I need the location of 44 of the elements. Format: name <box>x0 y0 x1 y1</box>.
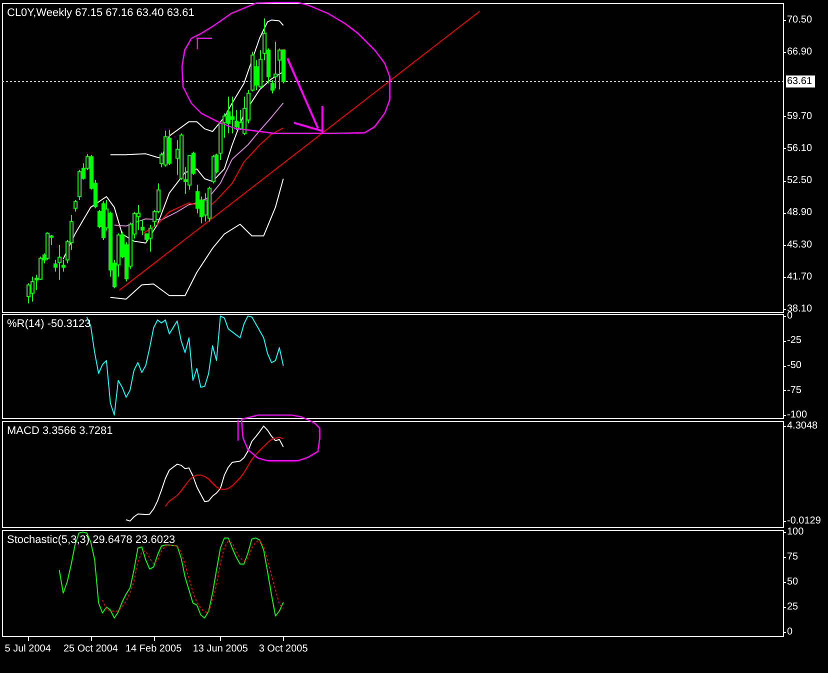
y-tick-label: 0 <box>787 310 793 322</box>
y-tick-label: -25 <box>787 335 802 346</box>
line-series <box>114 102 284 227</box>
y-tick-label: 66.90 <box>787 46 812 58</box>
y-tick-label: 4.3048 <box>787 420 818 432</box>
chart-title: %R(14) -50.3123 <box>7 318 91 330</box>
y-tick-label: 70.50 <box>787 14 812 26</box>
x-tick-label: 13 Jun 2005 <box>192 644 248 654</box>
y-tick-label: 0 <box>787 626 793 638</box>
y-tick-label: 45.30 <box>787 239 812 250</box>
line-series <box>141 127 284 235</box>
y-tick-label: 48.90 <box>787 207 812 218</box>
line-series <box>110 178 284 300</box>
line-series <box>164 436 284 508</box>
x-tick-label: 25 Oct 2004 <box>63 644 118 654</box>
y-tick-label: 75 <box>787 552 799 562</box>
y-tick-label: 59.70 <box>787 110 812 122</box>
candlestick <box>148 224 152 252</box>
y-tick-label: 56.10 <box>787 142 812 154</box>
candlestick <box>274 41 278 89</box>
y-tick-label: -0.0129 <box>787 516 822 527</box>
ref-line-label: 63.61 <box>787 76 812 87</box>
x-tick-label: 14 Feb 2005 <box>126 644 182 654</box>
y-tick-label: 50 <box>787 576 799 588</box>
chart-title: MACD 3.3566 3.7281 <box>7 425 113 437</box>
y-tick-label: 25 <box>787 602 799 612</box>
y-tick-label: -100 <box>787 410 808 421</box>
chart-title: CL0Y,Weekly 67.15 67.16 63.40 63.61 <box>7 7 194 19</box>
candlestick <box>30 276 34 302</box>
candlestick <box>58 244 62 280</box>
candlestick <box>226 96 230 134</box>
candlestick <box>136 204 140 230</box>
y-tick-label: 41.70 <box>787 271 812 282</box>
y-tick-label: -50 <box>787 360 802 372</box>
x-tick-label: 5 Jul 2004 <box>4 644 52 654</box>
y-tick-label: 52.50 <box>787 175 812 186</box>
y-tick-label: 100 <box>787 526 804 538</box>
x-tick-label: 3 Oct 2005 <box>258 644 308 654</box>
candlestick <box>74 199 78 212</box>
candlestick <box>238 110 242 130</box>
line-series <box>126 426 284 522</box>
line-series <box>62 71 284 260</box>
candlestick <box>230 96 234 134</box>
y-tick-label: -75 <box>787 384 802 396</box>
